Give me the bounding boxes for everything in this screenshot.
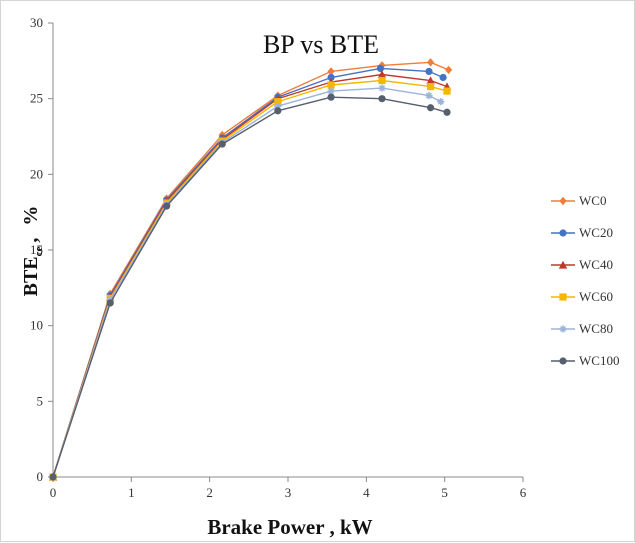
legend-marker-wc0 — [559, 196, 567, 206]
y-axis-label-subscript: ce — [33, 246, 45, 256]
x-tick-label: 6 — [520, 485, 527, 500]
data-point-wc20 — [376, 64, 385, 72]
legend-label-wc0: WC0 — [579, 193, 606, 208]
legend-marker-wc60 — [559, 293, 567, 301]
x-tick-label: 4 — [363, 485, 370, 500]
data-point-wc0 — [444, 65, 453, 75]
data-point-wc80 — [437, 98, 445, 106]
legend-label-wc80: WC80 — [579, 321, 613, 336]
legend-label-wc40: WC40 — [579, 257, 613, 272]
data-point-wc40 — [426, 76, 435, 85]
data-point-wc100 — [162, 202, 171, 210]
data-point-wc80 — [378, 84, 386, 92]
legend-marker-wc100 — [559, 357, 567, 365]
legend-item-wc40: WC40 — [551, 257, 613, 272]
y-tick-label: 15 — [30, 242, 43, 257]
y-axis-label-unit: % — [20, 206, 42, 226]
data-point-wc100 — [218, 140, 226, 148]
y-tick-label: 5 — [37, 393, 44, 408]
x-tick-label: 2 — [206, 485, 213, 500]
x-tick-label: 1 — [128, 485, 135, 500]
series-line-wc20 — [52, 67, 444, 478]
data-point-wc0 — [426, 58, 435, 67]
legend-item-wc100: WC100 — [551, 353, 619, 368]
x-tick-label: 5 — [441, 485, 448, 500]
data-point-wc60 — [426, 82, 435, 91]
series-wc40 — [48, 70, 452, 481]
series-layer — [48, 58, 453, 482]
series-line-wc60 — [52, 79, 448, 478]
legend-marker-wc20 — [559, 229, 567, 237]
data-point-wc60 — [378, 76, 386, 85]
data-point-wc100 — [327, 93, 335, 101]
data-point-wc20 — [439, 73, 447, 82]
x-tick-label: 0 — [50, 485, 57, 500]
series-wc20 — [49, 64, 447, 481]
axes: 0 1 2 3 4 5 6 0 5 10 15 20 25 30 — [30, 15, 527, 500]
y-tick-label: 20 — [30, 166, 43, 181]
data-point-wc60 — [327, 81, 335, 89]
data-point-wc100 — [106, 299, 114, 307]
data-point-wc80 — [274, 102, 282, 110]
series-line-wc100 — [52, 96, 448, 478]
data-point-wc0 — [327, 67, 335, 76]
y-tick-label: 30 — [30, 15, 43, 30]
y-tick-label: 0 — [37, 469, 44, 484]
series-line-wc80 — [52, 87, 442, 478]
data-point-wc100 — [378, 95, 386, 103]
legend-marker-wc40 — [558, 260, 568, 269]
chart-title: BP vs BTE — [263, 30, 379, 59]
y-axis-label: BTEce,% — [20, 206, 45, 297]
data-point-wc80 — [327, 87, 335, 95]
legend-label-wc20: WC20 — [579, 225, 613, 240]
data-point-wc40 — [377, 70, 387, 79]
legend-item-wc0: WC0 — [551, 193, 606, 208]
legend-item-wc60: WC60 — [551, 289, 613, 304]
legend-marker-wc80 — [559, 325, 567, 333]
y-axis-label-main: BTE — [20, 256, 42, 296]
data-point-wc100 — [49, 473, 57, 481]
data-point-wc100 — [443, 108, 451, 116]
data-point-wc100 — [274, 107, 282, 115]
legend-item-wc20: WC20 — [551, 225, 613, 240]
series-wc80 — [49, 84, 445, 481]
data-point-wc20 — [425, 67, 433, 76]
data-point-wc20 — [327, 73, 335, 82]
legend-item-wc80: WC80 — [551, 321, 613, 336]
y-tick-label: 10 — [30, 318, 43, 333]
x-tick-label: 3 — [285, 485, 292, 500]
series-wc100 — [49, 93, 451, 481]
legend-label-wc60: WC60 — [579, 289, 613, 304]
data-point-wc60 — [443, 87, 451, 95]
data-point-wc100 — [426, 104, 435, 112]
legend: WC0 WC20 WC40 WC60 WC80 WC100 — [551, 193, 619, 368]
data-point-wc60 — [274, 98, 282, 106]
x-axis-label: Brake Power , kW — [207, 515, 372, 539]
legend-label-wc100: WC100 — [579, 353, 619, 368]
data-point-wc80 — [425, 92, 433, 100]
series-line-wc40 — [52, 73, 448, 478]
y-tick-label: 25 — [30, 91, 43, 106]
y-axis-label-separator: , — [20, 238, 42, 243]
series-wc60 — [49, 76, 451, 481]
